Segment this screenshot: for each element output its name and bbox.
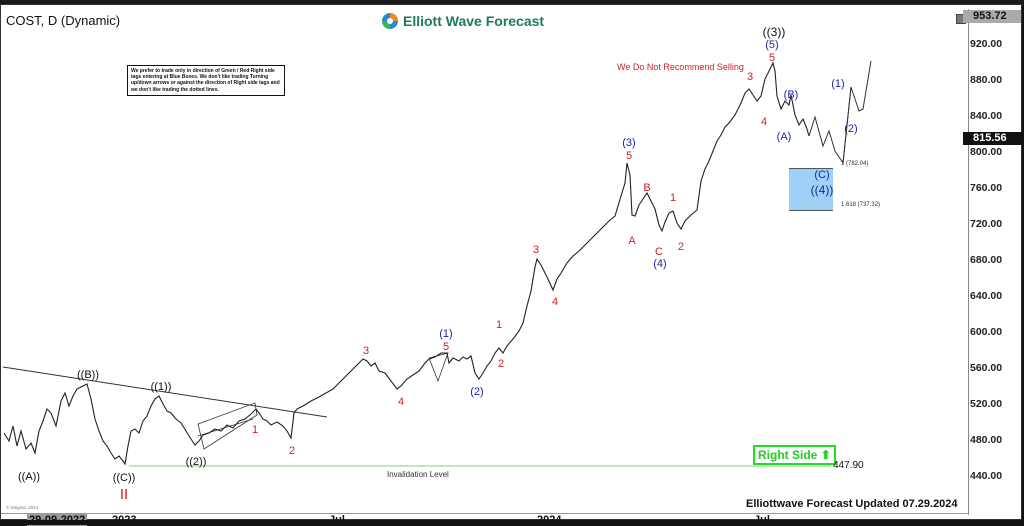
price-tick: 640.00 [970,290,1003,302]
wave-label: 2 [497,358,505,370]
wave-label: ((4)) [810,183,834,197]
invalidation-label: Invalidation Level [387,470,449,479]
last-price-badge: 815.56 [963,132,1023,145]
trading-note: We prefer to trade only in direction of … [127,65,285,96]
price-tick: 760.00 [970,182,1003,194]
fib-1-label: 1 (782.04) [841,161,869,167]
time-axis-line [1,513,969,514]
wave-label: (5) [765,39,779,51]
price-tick: 880.00 [970,74,1003,86]
window-top-bar [0,0,1024,5]
arrow-up-icon: ⬆ [820,448,831,462]
brand-name: Elliott Wave Forecast [403,13,545,29]
wave-label: ((1)) [150,381,172,393]
wave-label: 1 [251,424,259,436]
wave-label: 2 [288,445,296,457]
wave-label: 4 [551,296,559,308]
wave-label: 5 [625,150,633,162]
wave-label: ((C)) [112,472,136,484]
fib-1618-label: 1.618 (737.32) [841,202,881,208]
wave-label: 1 [495,319,503,331]
updated-stamp: Elliottwave Forecast Updated 07.29.2024 [746,498,958,510]
wave-label: 3 [532,244,540,256]
wave-label: (B) [783,89,799,101]
wave-label: (3) [622,137,636,149]
wave-label: (2) [470,386,484,398]
wave-label: 5 [442,341,450,353]
arrow-left-icon [963,10,971,23]
wave-label: ((B)) [77,369,99,381]
price-tick: 440.00 [970,470,1003,482]
wave-label: ((A)) [18,471,40,483]
window-bottom-bar [0,520,1024,525]
price-tick: 560.00 [970,362,1003,374]
wave-label: 4 [397,396,405,408]
wave-label: (A) [776,131,792,143]
price-tick: 800.00 [970,146,1003,158]
wave-label: 3 [362,345,370,357]
high-price-badge: 953.72 [963,10,1021,23]
projected-path [808,60,872,165]
price-tick: 680.00 [970,254,1003,266]
price-tick: 920.00 [970,38,1003,50]
blue-box-zone [789,168,833,211]
wave-label: B [643,182,651,194]
wave-label: 1 [669,192,677,204]
chart-title: COST, D (Dynamic) [6,13,121,28]
price-axis-line [968,9,969,515]
wave-label: 4 [760,116,768,128]
wave-label: 5 [768,52,776,64]
price-tick: 720.00 [970,218,1003,230]
wave-label: (4) [653,258,667,270]
price-tick: 840.00 [970,110,1003,122]
wave-label: 3 [746,71,754,83]
wave-label: A [628,235,636,247]
wave-label: ((2)) [185,456,207,468]
disclaimer-text: We Do Not Recommend Selling [617,62,744,72]
price-tick: 600.00 [970,326,1003,338]
wave-label: C [655,246,663,258]
wave-label: (C) [814,169,830,181]
right-side-tag: Right Side ⬆ [753,445,836,465]
wave-label: (2) [844,123,858,135]
logo-icon [382,13,398,29]
price-tick: 480.00 [970,434,1003,446]
invalidation-value: 447.90 [833,460,864,471]
wave-label: II [119,486,129,503]
wave-label: (1) [439,328,453,340]
price-bars [3,61,810,466]
brand-logo: Elliott Wave Forecast [381,12,544,30]
chart-frame: COST, D (Dynamic) Elliott Wave Forecast … [0,4,1023,526]
wave-label: (1) [831,78,845,90]
price-tick: 520.00 [970,398,1003,410]
wave-label: 2 [677,241,685,253]
copyright: © eSignal, 2024 [6,505,39,510]
price-chart [2,60,872,467]
wave-label: ((3)) [762,25,786,39]
trendline [2,366,328,418]
